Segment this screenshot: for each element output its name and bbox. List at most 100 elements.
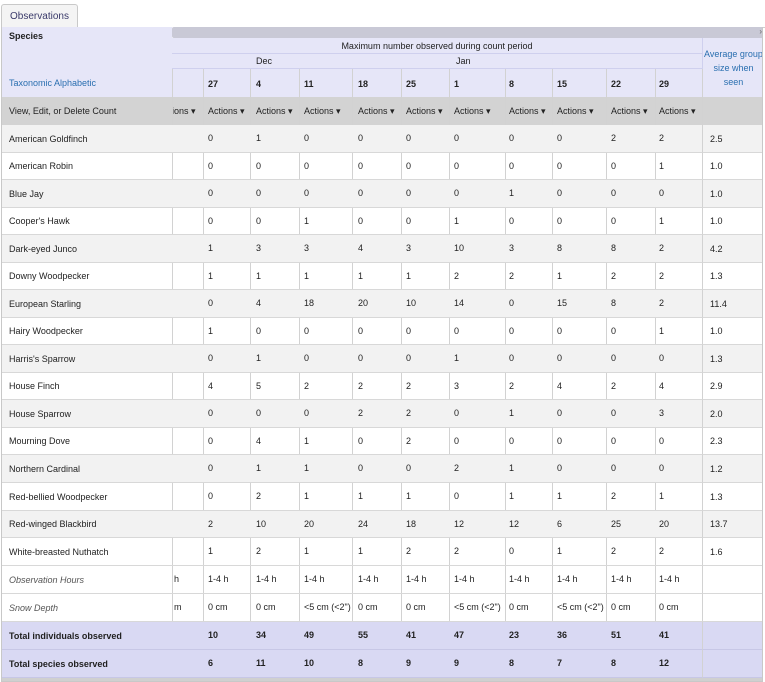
- count-cell: 0: [406, 463, 412, 473]
- snow-depth-cell: 0 cm: [406, 602, 426, 612]
- column-divider: [655, 69, 656, 677]
- count-cell: 1: [304, 436, 310, 446]
- count-cell: 2: [611, 491, 617, 501]
- actions-label: Actions: [358, 106, 388, 116]
- average-cell: 4.2: [702, 235, 762, 263]
- species-row-label[interactable]: Red-winged Blackbird: [2, 511, 172, 538]
- count-cell: 2: [659, 298, 665, 308]
- species-row-label[interactable]: House Sparrow: [2, 400, 172, 428]
- species-row-label[interactable]: Hairy Woodpecker: [2, 318, 172, 345]
- count-cell: 0: [304, 161, 310, 171]
- species-row-label[interactable]: House Finch: [2, 373, 172, 400]
- species-row-label[interactable]: Dark-eyed Junco: [2, 235, 172, 263]
- day-header: 22: [611, 79, 622, 89]
- average-cell: 13.7: [702, 511, 762, 538]
- count-cell: 0: [406, 216, 412, 226]
- count-cell: 1: [509, 408, 515, 418]
- total-species-cell: 12: [659, 658, 670, 668]
- average-cell: 1.3: [702, 483, 762, 511]
- horizontal-scrollbar[interactable]: ›: [172, 27, 762, 38]
- day-row: 27 4 11 18 25 1 8 15 22 29: [172, 69, 702, 97]
- actions-dropdown[interactable]: Actions ▾: [557, 106, 594, 117]
- actions-label: Actions: [208, 106, 238, 116]
- actions-label: Actions: [406, 106, 436, 116]
- average-cell: 1.3: [702, 263, 762, 290]
- taxonomic-alphabetic-link[interactable]: Taxonomic Alphabetic: [9, 78, 97, 88]
- total-species-cell: 9: [406, 658, 412, 668]
- actions-dropdown[interactable]: Actions ▾: [358, 106, 395, 117]
- actions-dropdown[interactable]: Actions ▾: [659, 106, 696, 117]
- tab-observations[interactable]: Observations: [1, 4, 78, 28]
- count-cell: 2: [454, 463, 460, 473]
- actions-dropdown[interactable]: Actions ▾: [611, 106, 648, 117]
- average-cell: 1.0: [702, 208, 762, 235]
- count-cell: 1: [557, 271, 563, 281]
- species-row-label[interactable]: Downy Woodpecker: [2, 263, 172, 290]
- actions-label: Actions: [659, 106, 689, 116]
- count-cell: 14: [454, 298, 465, 308]
- actions-dropdown[interactable]: Actions ▾: [304, 106, 341, 117]
- total-individuals-row: 10 34 49 55 41 47 23 36 51 41: [172, 622, 702, 650]
- count-cell: 0: [406, 161, 412, 171]
- count-cell: 2: [611, 133, 617, 143]
- count-cell: 0: [208, 436, 214, 446]
- species-row-label[interactable]: Cooper's Hawk: [2, 208, 172, 235]
- species-row-label[interactable]: White-breasted Nuthatch: [2, 538, 172, 566]
- count-cell: 1: [304, 546, 310, 556]
- count-cell: 2: [406, 436, 412, 446]
- actions-dropdown[interactable]: Actions ▾: [256, 106, 293, 117]
- count-cell: 0: [208, 216, 214, 226]
- count-cell: 1: [256, 353, 262, 363]
- count-cell: 4: [358, 243, 364, 253]
- caret-down-icon: ▾: [237, 106, 245, 116]
- species-row-label[interactable]: Northern Cardinal: [2, 455, 172, 483]
- species-label: Species: [9, 31, 44, 41]
- count-cell: 1: [509, 463, 515, 473]
- table-row: 1 1 1 1 1 2 2 1 2 2: [172, 263, 702, 290]
- count-cell: 0: [208, 463, 214, 473]
- species-row-label[interactable]: American Robin: [2, 153, 172, 180]
- actions-dropdown[interactable]: Actions ▾: [454, 106, 491, 117]
- table-row: 0 0 0 0 0 0 0 0 0 1: [172, 153, 702, 180]
- average-cell: 2.5: [702, 125, 762, 153]
- total-individuals-cell: 49: [304, 630, 315, 640]
- count-cell: 0: [509, 353, 515, 363]
- count-cell: 2: [358, 381, 364, 391]
- species-row-label[interactable]: American Goldfinch: [2, 125, 172, 153]
- count-cell: 1: [509, 188, 515, 198]
- actions-dropdown[interactable]: Actions ▾: [509, 106, 546, 117]
- average-group-size-link[interactable]: Average group size when seen: [702, 38, 762, 97]
- count-cell: 2: [611, 546, 617, 556]
- species-row-label[interactable]: Harris's Sparrow: [2, 345, 172, 373]
- day-header: 27: [208, 79, 219, 89]
- count-cell: 0: [509, 298, 515, 308]
- species-row-label[interactable]: European Starling: [2, 290, 172, 318]
- snow-depth-cell: <5 cm (<2"): [454, 602, 501, 612]
- caret-down-icon: ▾: [483, 106, 491, 116]
- count-cell: 0: [256, 188, 262, 198]
- count-cell: 0: [611, 216, 617, 226]
- count-cell: 0: [557, 408, 563, 418]
- table-row: 0 0 0 0 0 0 1 0 0 0: [172, 180, 702, 208]
- snow-depth-cell: 0 cm: [509, 602, 529, 612]
- scroll-right-icon[interactable]: ›: [759, 27, 762, 36]
- count-cell: 5: [256, 381, 262, 391]
- day-header: 1: [454, 79, 460, 89]
- species-row-label[interactable]: Mourning Dove: [2, 428, 172, 455]
- average-cell: 1.6: [702, 538, 762, 566]
- count-cell: 8: [557, 243, 563, 253]
- count-cell: 2: [454, 546, 460, 556]
- species-row-label[interactable]: Red-bellied Woodpecker: [2, 483, 172, 511]
- count-cell: 1: [304, 491, 310, 501]
- day-header: 25: [406, 79, 417, 89]
- total-species-cell: 9: [454, 658, 460, 668]
- actions-dropdown[interactable]: Actions ▾: [406, 106, 443, 117]
- snow-depth-row: m 0 cm 0 cm <5 cm (<2") 0 cm 0 cm <5 cm (<2") 0…: [172, 594, 702, 622]
- actions-dropdown[interactable]: Actions ▾: [208, 106, 245, 117]
- count-cell: 0: [557, 353, 563, 363]
- count-cell: 0: [611, 408, 617, 418]
- total-species-cell: 6: [208, 658, 214, 668]
- count-cell: 18: [304, 298, 315, 308]
- actions-dropdown-partial[interactable]: ions ▾: [172, 106, 196, 117]
- species-row-label[interactable]: Blue Jay: [2, 180, 172, 208]
